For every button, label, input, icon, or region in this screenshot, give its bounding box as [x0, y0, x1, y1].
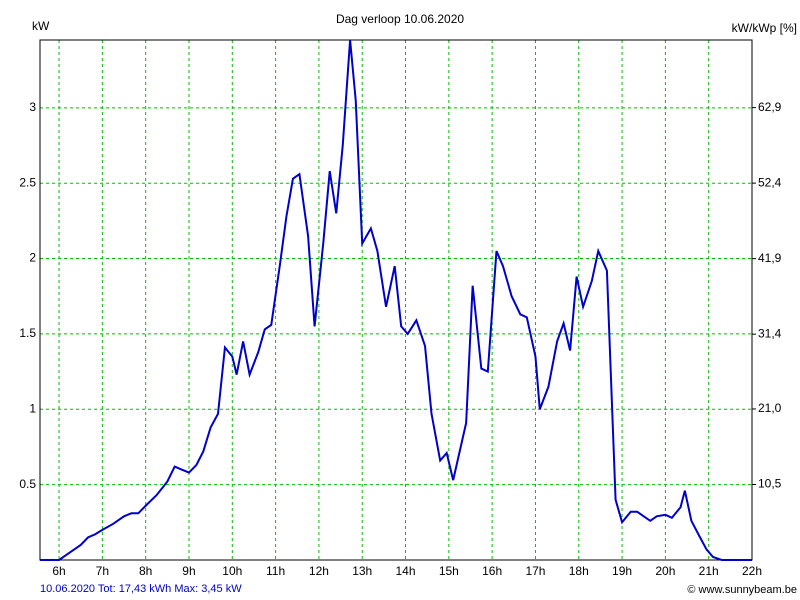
- x-tick-label: 18h: [569, 564, 589, 578]
- y-tick-label: 3: [29, 100, 36, 114]
- footer-summary: 10.06.2020 Tot: 17,43 kWh Max: 3,45 kW: [40, 583, 242, 595]
- x-tick-label: 11h: [266, 564, 285, 578]
- x-tick-label: 6h: [52, 564, 65, 578]
- y-tick-label: 2: [29, 251, 36, 265]
- x-tick-label: 17h: [525, 564, 545, 578]
- y-tick-label: 1: [29, 401, 36, 415]
- chart-title: Dag verloop 10.06.2020: [336, 12, 464, 26]
- x-tick-label: 13h: [352, 564, 372, 578]
- data-line: [40, 39, 752, 561]
- y-tick-label: 2.5: [19, 175, 36, 189]
- y2-tick-label: 41,9: [758, 251, 782, 265]
- y2-axis-label: kW/kWp [%]: [732, 21, 797, 35]
- x-tick-label: 12h: [309, 564, 329, 578]
- y-tick-label: 0.5: [19, 477, 36, 491]
- x-tick-label: 9h: [182, 564, 195, 578]
- x-tick-label: 20h: [655, 564, 675, 578]
- x-tick-label: 19h: [612, 564, 632, 578]
- y-axis-label: kW: [32, 19, 50, 33]
- x-tick-label: 22h: [742, 564, 762, 578]
- y2-tick-label: 62,9: [758, 100, 782, 114]
- y2-tick-label: 52,4: [758, 175, 782, 189]
- x-tick-label: 7h: [96, 564, 109, 578]
- x-tick-label: 21h: [699, 564, 719, 578]
- plot-frame: [39, 39, 753, 561]
- y2-tick-label: 31,4: [758, 326, 782, 340]
- x-tick-label: 8h: [139, 564, 152, 578]
- x-tick-label: 15h: [439, 564, 459, 578]
- footer-credit: © www.sunnybeam.be: [687, 584, 797, 596]
- y2-tick-label: 21,0: [758, 401, 782, 415]
- y-tick-label: 1.5: [19, 326, 36, 340]
- x-tick-label: 16h: [482, 564, 502, 578]
- y2-tick-label: 10,5: [758, 477, 782, 491]
- x-tick-label: 14h: [396, 564, 416, 578]
- x-tick-label: 10h: [222, 564, 242, 578]
